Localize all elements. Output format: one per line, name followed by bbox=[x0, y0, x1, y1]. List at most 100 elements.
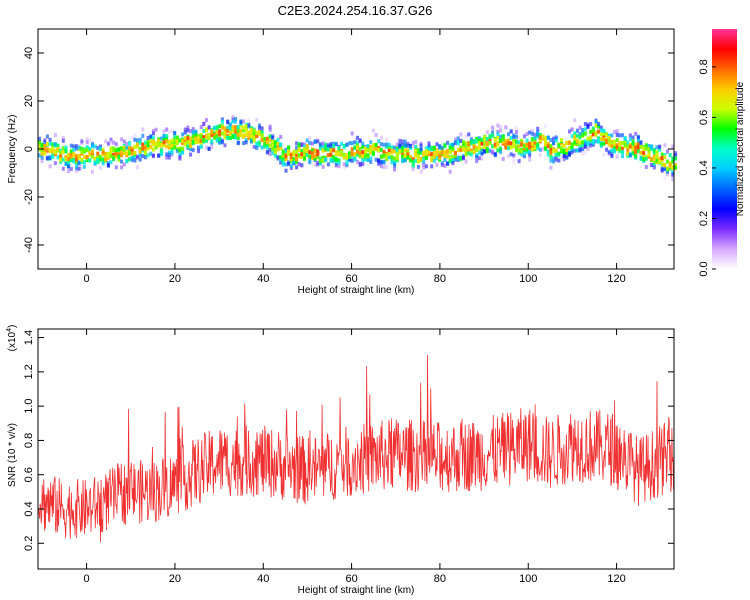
spectrogram-cell bbox=[475, 154, 479, 159]
spectrogram-cell bbox=[332, 144, 336, 148]
spectrogram-cell bbox=[496, 148, 500, 153]
spectrogram-cell bbox=[64, 157, 68, 162]
spectrogram-cell bbox=[565, 141, 569, 145]
spectrogram-cell bbox=[573, 140, 577, 145]
spectrogram-cell bbox=[260, 126, 264, 131]
spectrogram-cell bbox=[109, 146, 113, 151]
spectrogram-cell bbox=[45, 141, 49, 146]
spectrogram-cell bbox=[660, 155, 664, 160]
spectrogram-cell bbox=[435, 162, 439, 167]
spectrogram-cell bbox=[189, 143, 193, 148]
spectrogram-cell bbox=[162, 134, 166, 139]
spectrogram-cell bbox=[329, 142, 333, 146]
spectrogram-cell bbox=[541, 147, 545, 152]
x-tick-label: 80 bbox=[434, 573, 446, 585]
spectrogram-cell bbox=[311, 141, 314, 146]
spectrogram-cell bbox=[265, 149, 269, 154]
spectrogram-cell bbox=[281, 160, 285, 165]
spectrogram-cell bbox=[308, 150, 312, 155]
spectrogram-cell bbox=[422, 165, 426, 170]
spectrogram-cell bbox=[130, 135, 134, 140]
spectrogram-cell bbox=[77, 161, 81, 166]
spectrogram-cell bbox=[199, 138, 203, 143]
spectrogram-cell bbox=[268, 151, 272, 156]
spectrogram-cell bbox=[223, 126, 227, 131]
spectrogram-cell bbox=[674, 153, 677, 158]
spectrogram-cell bbox=[602, 152, 606, 157]
spectrogram-cell bbox=[533, 141, 537, 145]
spectrogram-cell bbox=[202, 135, 206, 140]
spectrogram-cell bbox=[218, 124, 222, 129]
spectrogram-cell bbox=[639, 141, 643, 146]
spectrogram-cell bbox=[501, 137, 505, 142]
spectrogram-cell bbox=[165, 144, 169, 149]
spectrogram-cell bbox=[186, 144, 190, 149]
spectrogram-cell bbox=[125, 151, 129, 156]
spectrogram-cell bbox=[536, 134, 540, 139]
spectrogram-cell bbox=[401, 139, 405, 144]
spectrogram-cell bbox=[311, 151, 314, 156]
spectrogram-cell bbox=[252, 136, 256, 140]
spectrogram-xlabel: Height of straight line (km) bbox=[298, 285, 415, 296]
spectrogram-cell bbox=[48, 164, 52, 169]
spectrogram-cell bbox=[279, 155, 283, 160]
spectrogram-cell bbox=[321, 155, 325, 160]
spectrogram-cell bbox=[316, 149, 320, 154]
spectrogram-cell bbox=[207, 132, 211, 137]
spectrogram-cell bbox=[599, 125, 603, 130]
spectrogram-cell bbox=[117, 157, 121, 162]
spectrogram-cell bbox=[332, 155, 336, 159]
spectrogram-cell bbox=[634, 149, 638, 154]
spectrogram-cell bbox=[239, 120, 243, 125]
spectrogram-cell bbox=[191, 148, 195, 153]
spectrogram-cell bbox=[318, 156, 322, 161]
spectrogram-cell bbox=[671, 144, 675, 149]
spectrogram-cell bbox=[438, 157, 442, 162]
spectrogram-cell bbox=[591, 142, 595, 147]
spectrogram-cell bbox=[149, 134, 153, 139]
spectrogram-cell bbox=[618, 133, 622, 138]
spectrogram-cell bbox=[80, 165, 84, 170]
snr-xlabel: Height of straight line (km) bbox=[298, 585, 415, 596]
spectrogram-cell bbox=[583, 131, 587, 136]
spectrogram-cell bbox=[467, 146, 471, 151]
spectrogram-cell bbox=[167, 140, 171, 145]
spectrogram-cell bbox=[72, 153, 76, 158]
spectrogram-cell bbox=[501, 139, 505, 144]
spectrogram-cell bbox=[583, 145, 587, 149]
spectrogram-cell bbox=[276, 155, 280, 160]
spectrogram-cell bbox=[358, 154, 362, 159]
spectrogram-cell bbox=[77, 145, 81, 150]
spectrogram-cell bbox=[247, 118, 251, 123]
spectrogram-cell bbox=[85, 137, 89, 142]
spectrogram-cell bbox=[366, 144, 370, 148]
spectrogram-cell bbox=[621, 150, 624, 155]
spectrogram-cell bbox=[273, 144, 277, 149]
spectrogram-cell bbox=[215, 129, 219, 134]
spectrogram-cell bbox=[454, 139, 457, 144]
spectrogram-cell bbox=[557, 143, 561, 148]
spectrogram-cell bbox=[197, 149, 200, 154]
spectrogram-cell bbox=[424, 152, 428, 157]
y-tick-label: 0.8 bbox=[23, 433, 35, 448]
spectrogram-cell bbox=[236, 125, 240, 130]
spectrogram-cell bbox=[223, 128, 227, 133]
spectrogram-cell bbox=[411, 163, 415, 168]
spectrogram-cell bbox=[358, 147, 362, 152]
spectrogram-cell bbox=[144, 155, 147, 160]
spectrogram-cell bbox=[167, 145, 171, 150]
spectrogram-cell bbox=[533, 132, 537, 137]
spectrogram-cell bbox=[419, 157, 423, 161]
spectrogram-cell bbox=[369, 150, 373, 155]
spectrogram-cell bbox=[252, 128, 256, 133]
spectrogram-cell bbox=[589, 143, 593, 148]
spectrogram-cell bbox=[618, 146, 622, 151]
spectrogram-cell bbox=[228, 130, 232, 135]
spectrogram-cell bbox=[419, 147, 423, 152]
spectrogram-cell bbox=[647, 144, 651, 148]
spectrogram-cell bbox=[218, 140, 222, 145]
spectrogram-cell bbox=[575, 128, 579, 133]
spectrogram-cell bbox=[321, 141, 325, 146]
x-tick-label: 0 bbox=[84, 273, 90, 285]
spectrogram-cell bbox=[308, 160, 312, 165]
